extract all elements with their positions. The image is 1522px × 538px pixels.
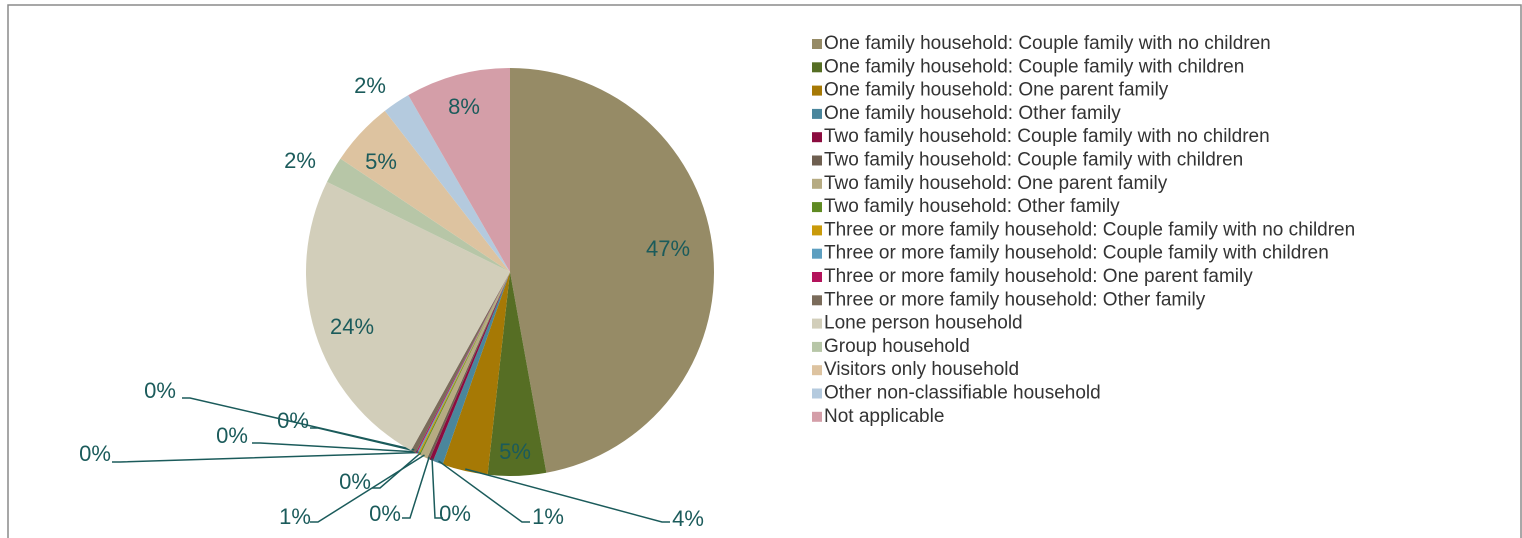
pie-slice (416, 272, 510, 455)
legend-label: Lone person household (824, 313, 1023, 334)
leader-line (310, 454, 425, 523)
data-label: 1% (279, 504, 311, 529)
legend-label: Three or more family household: Couple f… (824, 219, 1355, 240)
legend-swatch (812, 388, 822, 399)
pie-slice (415, 272, 510, 454)
legend-swatch (812, 411, 822, 422)
data-label: 2% (354, 73, 386, 98)
legend-swatch (812, 341, 822, 352)
legend-label: Two family household: Couple family with… (824, 150, 1243, 171)
legend-swatch (812, 108, 822, 119)
pie-slice (384, 95, 510, 272)
legend-label: One family household: Couple family with… (824, 56, 1244, 77)
data-label: 0% (277, 408, 309, 433)
legend-swatch (812, 318, 822, 329)
legend-label: One family household: Other family (824, 103, 1121, 124)
legend-label: Two family household: One parent family (824, 173, 1168, 194)
data-label: 4% (672, 506, 704, 531)
leader-line (402, 456, 430, 519)
legend-swatch (812, 248, 822, 259)
legend-label: Two family household: Couple family with… (824, 126, 1270, 147)
leader-line (372, 452, 421, 489)
legend-label: One family household: Couple family with… (824, 33, 1271, 54)
legend-label: Three or more family household: Other fa… (824, 289, 1206, 310)
legend-label: Other non-classifiable household (824, 383, 1101, 404)
data-label: 0% (79, 441, 111, 466)
leader-line (438, 460, 530, 523)
legend-label: Three or more family household: One pare… (824, 266, 1253, 287)
legend-swatch (812, 39, 822, 49)
pie-slice (420, 272, 510, 459)
data-label: 0% (439, 501, 471, 526)
data-label: 0% (216, 423, 248, 448)
pie-slice (433, 272, 510, 465)
data-label: 5% (365, 149, 397, 174)
legend-swatch (812, 178, 822, 189)
data-label: 5% (499, 439, 531, 464)
leader-line (465, 468, 670, 523)
legend-swatch (812, 365, 822, 376)
data-label: 24% (330, 314, 374, 339)
data-label: 2% (284, 148, 316, 173)
leader-line (112, 451, 420, 463)
pie-slice (417, 272, 510, 455)
leader-line (431, 458, 443, 519)
legend-swatch (812, 225, 822, 236)
pie-slice (419, 272, 510, 456)
legend-swatch (812, 85, 822, 96)
data-label: 0% (144, 378, 176, 403)
data-label: 47% (646, 236, 690, 261)
pie-slice (442, 272, 510, 475)
legend-label: Visitors only household (824, 359, 1019, 380)
pie-slice (305, 181, 510, 451)
legend-swatch (812, 295, 822, 306)
pie-slice (408, 68, 510, 272)
data-label: 1% (532, 504, 564, 529)
pie-slice (411, 272, 510, 453)
legend-swatch (812, 272, 822, 282)
data-label: 0% (369, 501, 401, 526)
pie-slice (326, 158, 510, 272)
data-label: 0% (339, 469, 371, 494)
legend-swatch (812, 202, 822, 213)
legend-swatch (812, 155, 822, 166)
pie-slice (340, 110, 510, 272)
pie-slice (487, 272, 547, 476)
legend-label: Group household (824, 336, 970, 357)
pie-slice (510, 68, 714, 473)
legend-label: Two family household: Other family (824, 196, 1120, 217)
leader-line (252, 442, 419, 453)
chart-frame (7, 4, 1522, 538)
pie-slice (427, 272, 510, 460)
legend-label: One family household: One parent family (824, 80, 1169, 101)
legend-swatch (812, 132, 822, 143)
legend-label: Not applicable (824, 406, 944, 427)
pie-slice (429, 272, 510, 461)
legend-label: Three or more family household: Couple f… (824, 243, 1329, 264)
data-label: 8% (448, 94, 480, 119)
legend-swatch (812, 62, 822, 73)
leader-line (182, 397, 415, 451)
